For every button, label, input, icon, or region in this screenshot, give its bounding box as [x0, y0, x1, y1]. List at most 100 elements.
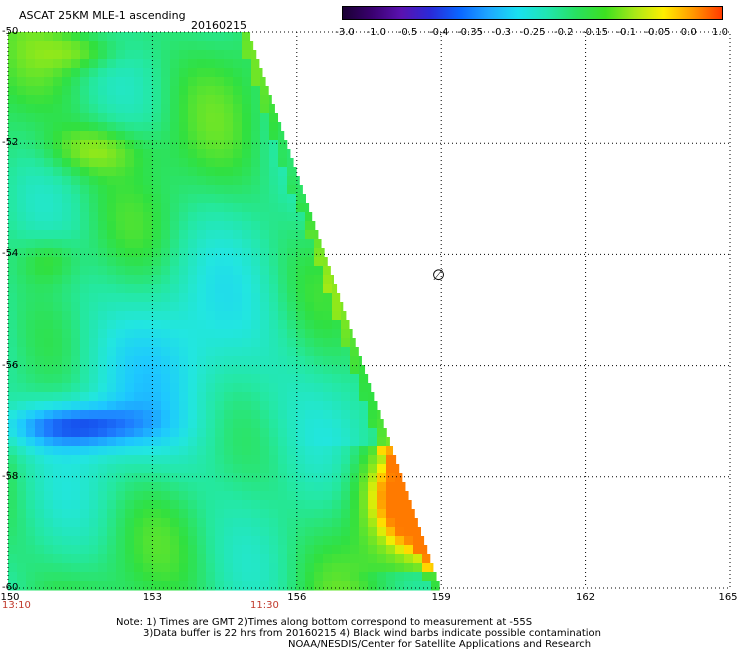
data-cell: [206, 473, 216, 483]
data-cell: [80, 554, 90, 564]
data-cell: [206, 338, 216, 348]
start-time-label: 13:10: [2, 600, 31, 611]
data-cell: [62, 554, 72, 564]
data-cell: [116, 158, 126, 168]
data-cell: [386, 482, 396, 492]
data-cell: [35, 338, 45, 348]
data-cell: [188, 491, 198, 501]
data-cell: [341, 446, 351, 456]
data-cell: [89, 518, 99, 528]
data-cell: [17, 140, 27, 150]
data-cell: [395, 482, 405, 492]
data-cell: [89, 572, 99, 582]
data-cell: [179, 284, 189, 294]
data-cell: [161, 140, 171, 150]
data-cell: [125, 185, 135, 195]
data-cell: [197, 581, 207, 591]
data-cell: [107, 536, 117, 546]
data-cell: [197, 122, 207, 132]
data-cell: [251, 329, 261, 339]
data-cell: [332, 356, 342, 366]
data-cell: [386, 563, 396, 573]
data-cell: [26, 68, 36, 78]
data-cell: [386, 464, 396, 474]
data-cell: [242, 122, 252, 132]
data-cell: [62, 266, 72, 276]
data-cell: [179, 50, 189, 60]
data-cell: [242, 86, 252, 96]
data-cell: [8, 59, 18, 69]
data-cell: [71, 68, 81, 78]
data-cell: [260, 113, 270, 123]
data-cell: [287, 167, 297, 177]
data-cell: [80, 401, 90, 411]
data-cell: [161, 419, 171, 429]
data-cell: [26, 383, 36, 393]
data-cell: [17, 509, 27, 519]
data-cell: [125, 212, 135, 222]
data-cell: [62, 527, 72, 537]
data-cell: [152, 185, 162, 195]
data-cell: [332, 392, 342, 402]
data-cell: [269, 104, 275, 114]
data-cell: [116, 473, 126, 483]
data-cell: [323, 482, 333, 492]
data-cell: [71, 248, 81, 258]
data-cell: [80, 302, 90, 312]
data-cell: [332, 374, 342, 384]
data-cell: [62, 230, 72, 240]
data-cell: [350, 536, 360, 546]
data-cell: [134, 104, 144, 114]
latitude-label: -56: [2, 359, 19, 371]
data-cell: [215, 32, 225, 42]
data-cell: [71, 536, 81, 546]
data-cell: [296, 446, 306, 456]
data-cell: [98, 221, 108, 231]
data-cell: [260, 572, 270, 582]
data-cell: [305, 203, 310, 213]
data-cell: [224, 446, 234, 456]
data-cell: [71, 482, 81, 492]
data-cell: [107, 284, 117, 294]
data-cell: [296, 329, 306, 339]
data-cell: [53, 104, 63, 114]
data-cell: [53, 473, 63, 483]
data-cell: [116, 95, 126, 105]
data-cell: [62, 464, 72, 474]
data-cell: [278, 185, 288, 195]
data-cell: [134, 572, 144, 582]
data-cell: [305, 266, 315, 276]
data-cell: [215, 311, 225, 321]
data-cell: [98, 437, 108, 447]
data-cell: [170, 167, 180, 177]
data-cell: [161, 347, 171, 357]
data-cell: [206, 302, 216, 312]
data-cell: [53, 230, 63, 240]
data-cell: [251, 203, 261, 213]
data-cell: [224, 104, 234, 114]
data-cell: [341, 473, 351, 483]
data-cell: [242, 77, 252, 87]
data-cell: [152, 455, 162, 465]
data-cell: [323, 365, 333, 375]
data-cell: [224, 374, 234, 384]
data-cell: [368, 545, 378, 555]
data-cell: [269, 221, 279, 231]
data-cell: [116, 419, 126, 429]
data-cell: [26, 185, 36, 195]
data-cell: [188, 176, 198, 186]
data-cell: [323, 329, 333, 339]
data-cell: [197, 338, 207, 348]
data-cell: [233, 122, 243, 132]
data-cell: [233, 176, 243, 186]
data-cell: [98, 203, 108, 213]
data-cell: [305, 374, 315, 384]
data-cell: [71, 59, 81, 69]
data-cell: [8, 77, 18, 87]
data-cell: [341, 383, 351, 393]
data-cell: [53, 302, 63, 312]
data-cell: [89, 68, 99, 78]
data-cell: [125, 311, 135, 321]
data-cell: [179, 230, 189, 240]
data-cell: [53, 509, 63, 519]
